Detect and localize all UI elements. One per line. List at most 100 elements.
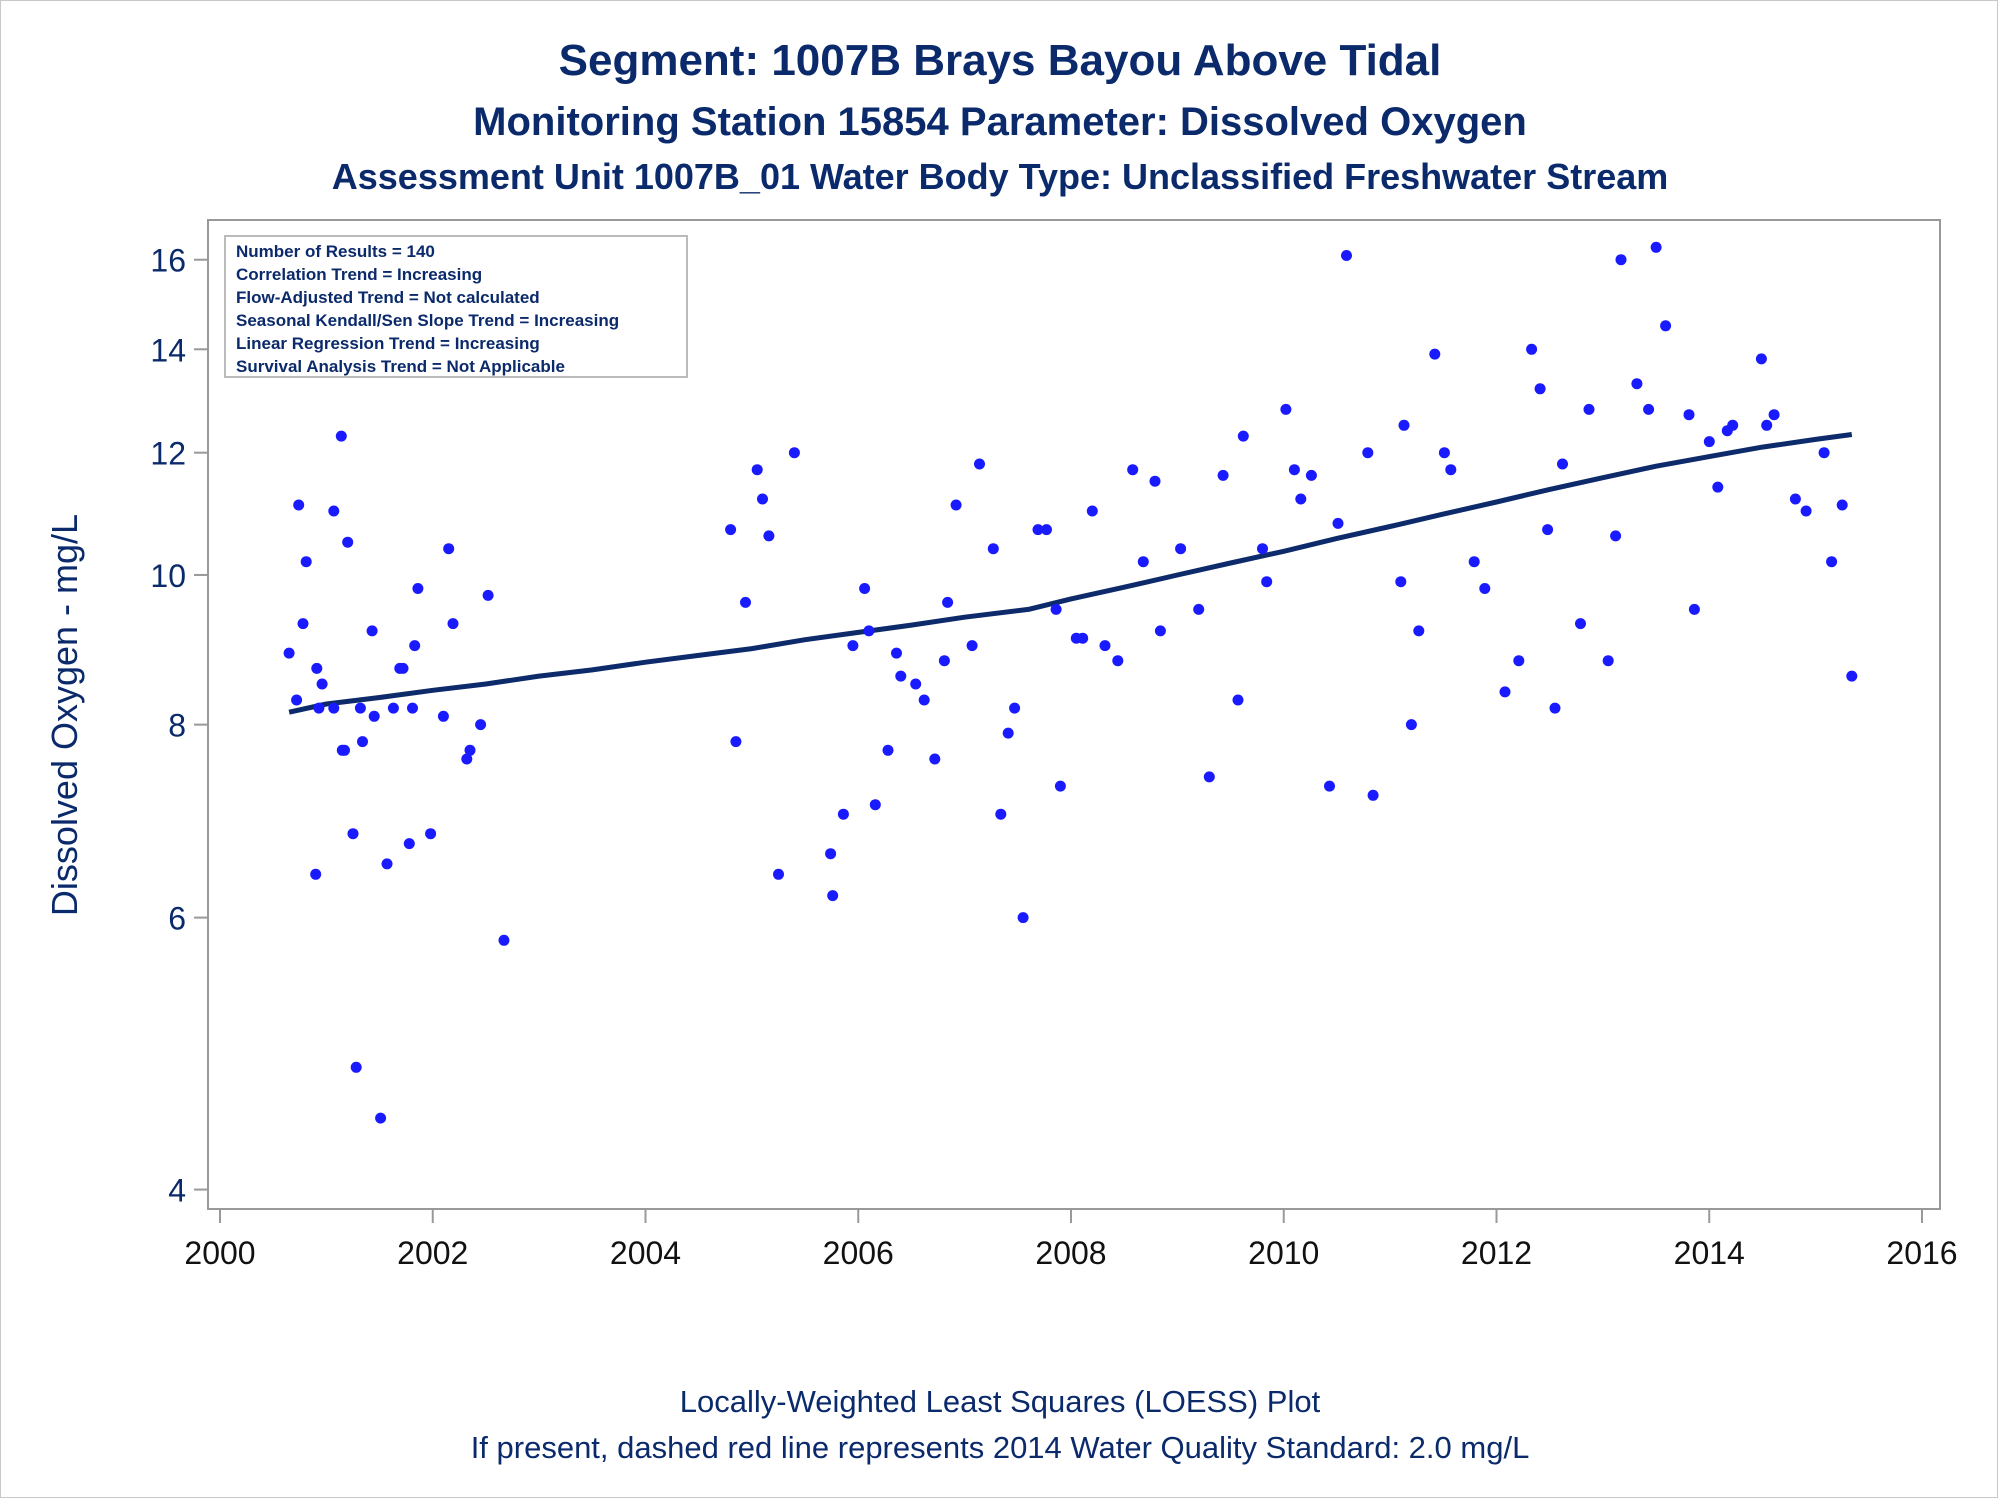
y-tick-label: 14 — [150, 332, 186, 368]
data-point — [773, 868, 784, 880]
data-point — [412, 583, 424, 594]
chart-title: Segment: 1007B Brays Bayou Above Tidal — [558, 36, 1442, 85]
loess-line — [288, 432, 1853, 715]
data-point — [1077, 632, 1089, 644]
data-point — [1232, 694, 1244, 706]
data-point — [1846, 670, 1858, 682]
data-point — [1324, 780, 1335, 792]
data-point — [918, 694, 930, 706]
data-point — [335, 430, 347, 442]
data-point — [847, 640, 859, 652]
y-tick-label: 12 — [150, 436, 186, 472]
x-tick-label: 2014 — [1674, 1235, 1745, 1271]
data-point — [403, 838, 415, 850]
data-point — [375, 1112, 387, 1124]
data-point — [788, 447, 800, 459]
data-point — [1703, 436, 1715, 448]
x-tick-label: 2000 — [184, 1235, 255, 1271]
x-tick-label: 2002 — [397, 1235, 468, 1271]
data-point — [730, 736, 742, 748]
data-point — [1615, 254, 1627, 266]
loess-trend-path — [288, 432, 1853, 715]
x-tick-label: 2004 — [610, 1235, 681, 1271]
data-point — [895, 670, 907, 682]
data-point — [464, 744, 476, 756]
data-point — [1017, 912, 1029, 924]
stats-line: Number of Results = 140 — [236, 242, 435, 261]
stats-line: Seasonal Kendall/Sen Slope Trend = Incre… — [236, 311, 619, 330]
data-point — [300, 556, 312, 568]
x-tick-label: 2006 — [823, 1235, 894, 1271]
data-point — [310, 868, 322, 880]
stats-legend-box: Number of Results = 140 Correlation Trend… — [224, 235, 688, 378]
data-point — [1429, 348, 1441, 360]
data-point — [387, 702, 399, 714]
data-point — [357, 736, 368, 748]
data-point — [1755, 353, 1767, 365]
data-point — [1643, 403, 1655, 415]
data-point — [313, 702, 325, 714]
data-point — [1683, 409, 1695, 421]
data-point — [328, 702, 340, 714]
data-point — [1288, 464, 1300, 476]
data-point — [1789, 493, 1801, 505]
data-point — [1688, 603, 1700, 615]
data-point — [950, 499, 962, 511]
data-point — [1650, 241, 1662, 253]
data-point — [1534, 383, 1546, 395]
y-tick-label: 8 — [168, 708, 186, 744]
data-point — [987, 543, 999, 555]
x-tick-label: 2008 — [1035, 1235, 1106, 1271]
data-point — [1395, 576, 1407, 588]
data-point — [316, 678, 328, 690]
data-point — [1513, 655, 1525, 667]
data-point — [425, 828, 437, 840]
data-point — [1341, 250, 1352, 261]
data-point — [381, 858, 393, 870]
data-point — [1800, 505, 1812, 517]
data-point — [1041, 524, 1052, 536]
data-point — [342, 536, 354, 548]
data-point — [1050, 603, 1062, 615]
data-point — [461, 753, 473, 765]
data-point — [1768, 409, 1780, 421]
y-tick-label: 4 — [168, 1173, 186, 1209]
data-point — [825, 848, 837, 860]
data-point — [1398, 419, 1410, 431]
data-point — [482, 589, 494, 601]
data-point — [863, 625, 875, 637]
data-point — [869, 799, 881, 811]
data-point — [1002, 727, 1014, 739]
data-point — [1193, 603, 1205, 615]
data-point — [1542, 524, 1554, 536]
data-point — [1727, 419, 1739, 431]
chart-subtitle: Monitoring Station 15854 Parameter: Diss… — [473, 100, 1527, 144]
data-point — [1217, 469, 1229, 481]
data-point — [757, 493, 768, 505]
footnote-standard: If present, dashed red line represents 2… — [470, 1430, 1530, 1465]
data-point — [409, 640, 421, 652]
data-point — [1099, 640, 1111, 652]
x-tick-label: 2016 — [1886, 1235, 1957, 1271]
data-point — [1526, 343, 1538, 355]
data-point — [283, 647, 295, 659]
data-point — [1610, 530, 1622, 542]
data-point — [447, 618, 459, 630]
stats-line: Flow-Adjusted Trend = Not calculated — [236, 288, 540, 307]
data-point — [1602, 655, 1614, 667]
data-point — [1154, 625, 1166, 637]
data-point — [498, 934, 510, 946]
data-point — [347, 828, 359, 840]
data-point — [725, 524, 737, 536]
data-point — [1826, 556, 1838, 568]
data-point — [1137, 556, 1149, 568]
data-point — [740, 596, 751, 608]
data-point — [1032, 524, 1044, 536]
data-point — [882, 744, 894, 756]
data-point — [397, 662, 409, 674]
x-axis: 2000 2002 2004 2006 2008 2010 2012 2014 2016 — [184, 1209, 1958, 1271]
data-point — [368, 710, 380, 722]
data-point — [891, 647, 902, 659]
data-point — [1557, 458, 1568, 470]
